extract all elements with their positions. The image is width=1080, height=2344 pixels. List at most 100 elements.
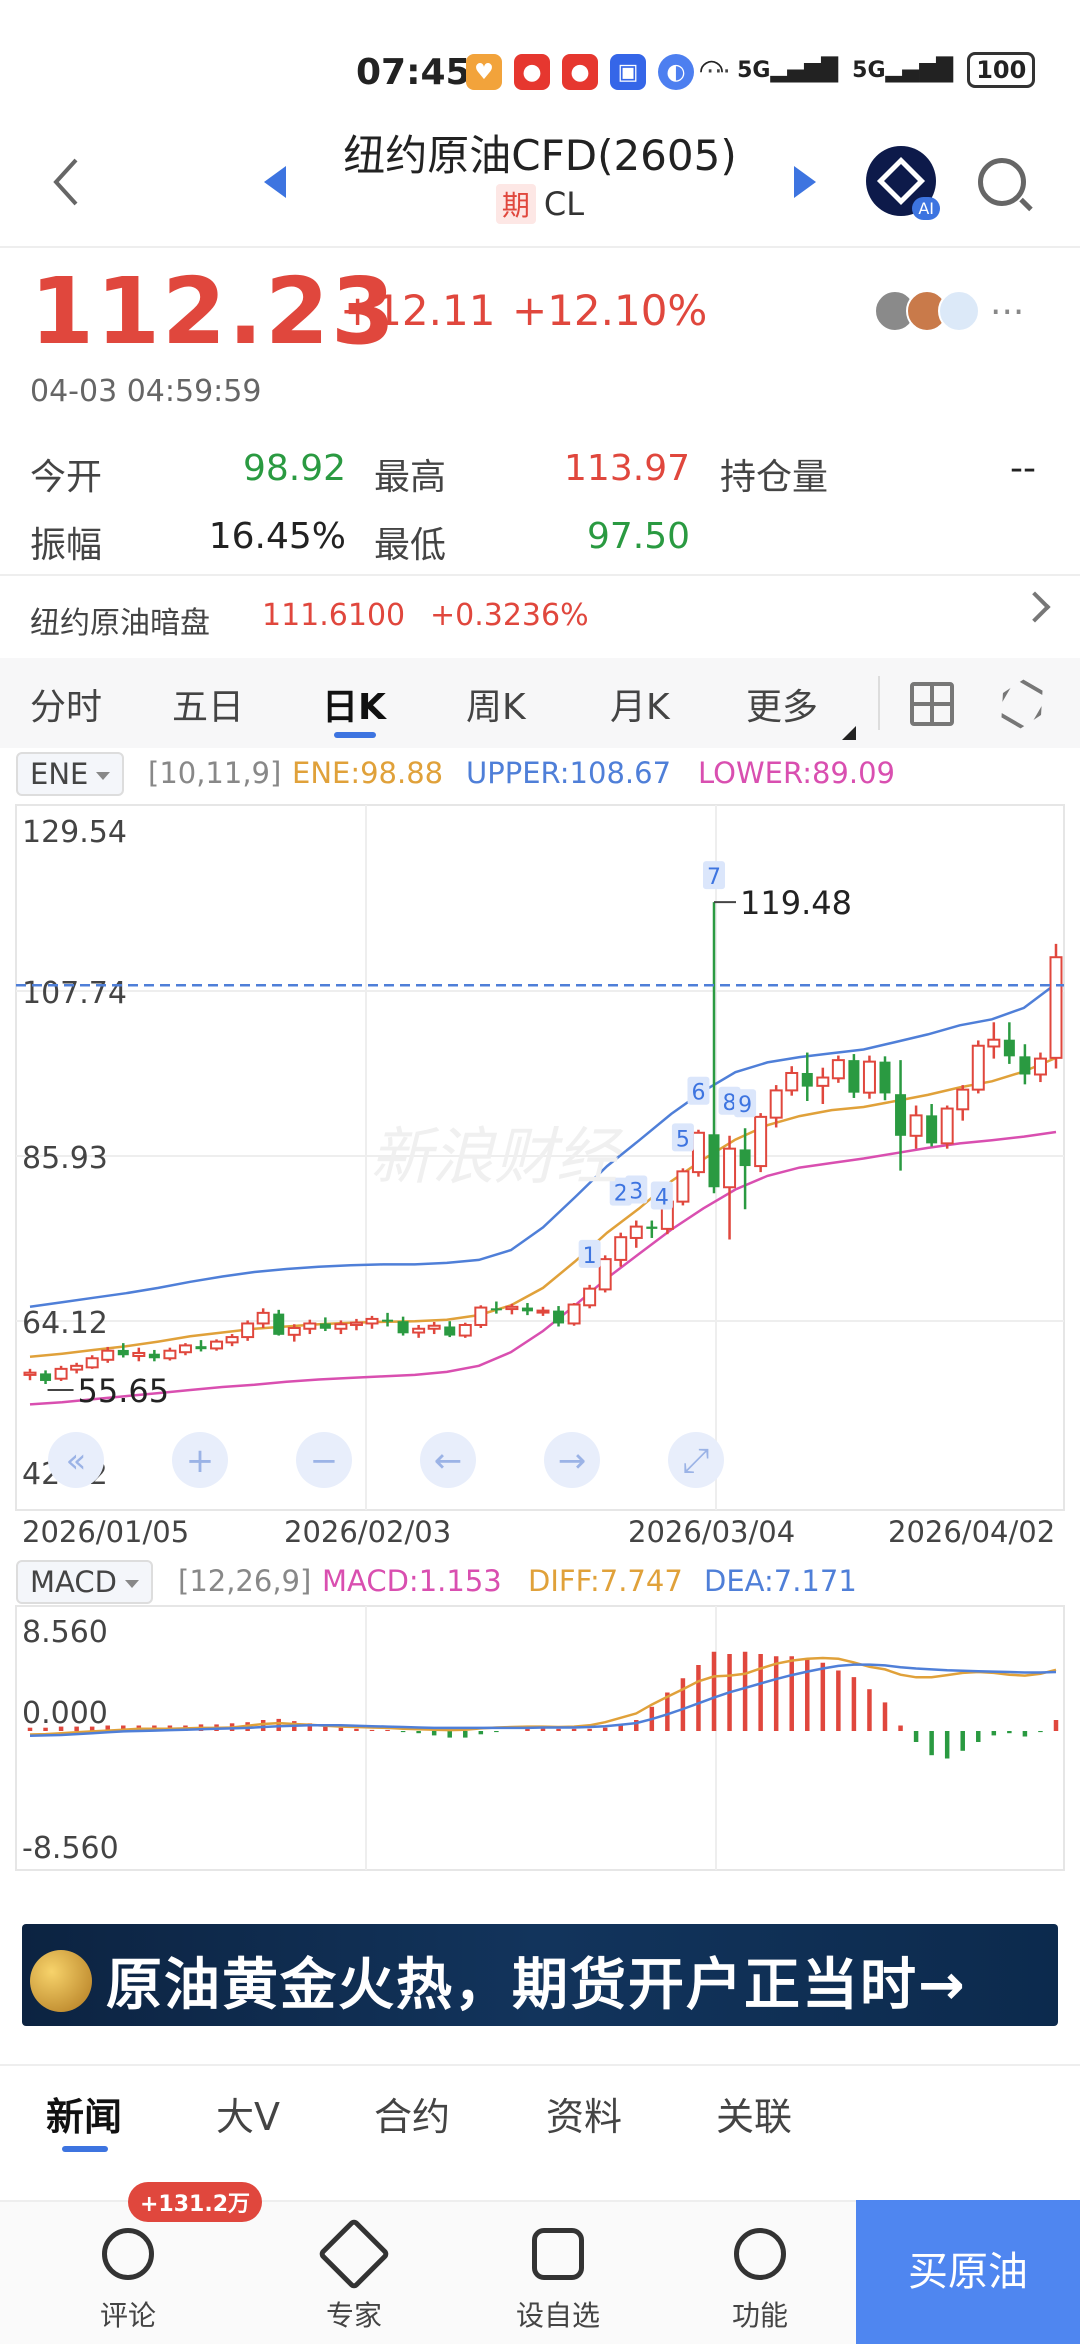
- next-contract-icon[interactable]: [794, 166, 816, 198]
- candle-body: [303, 1322, 317, 1330]
- more-notifications-icon: ···: [706, 57, 731, 87]
- candle-body: [397, 1321, 409, 1334]
- macd-tick-label: -8.560: [22, 1831, 119, 1866]
- macd-tick-label: 0.000: [22, 1696, 108, 1731]
- candle-body: [23, 1371, 37, 1376]
- signal-5g-1: 5G▂▄▆█: [737, 57, 839, 83]
- candle-body: [676, 1170, 690, 1203]
- high-value: 113.97: [564, 448, 690, 489]
- candle-body: [505, 1305, 519, 1311]
- buy-button[interactable]: 买原油: [856, 2200, 1080, 2344]
- follower-avatars[interactable]: [874, 290, 980, 332]
- add-watchlist-icon: [532, 2228, 584, 2280]
- candle-body: [458, 1323, 472, 1337]
- candle-body: [614, 1236, 628, 1261]
- tab-five-day[interactable]: 五日: [172, 687, 245, 728]
- layout-grid-icon[interactable]: [910, 682, 954, 726]
- avatar: [938, 290, 980, 332]
- zoom-in-icon[interactable]: [172, 1432, 228, 1488]
- diamond-icon: [317, 2217, 391, 2291]
- status-right: ◠ 5G▂▄▆█ 5G▂▄▆█ 100: [700, 52, 1036, 88]
- candle-body: [412, 1327, 426, 1334]
- min-price-label: 55.65: [78, 1372, 170, 1410]
- tab-big-v[interactable]: 大V: [216, 2095, 280, 2139]
- tab-contract[interactable]: 合约: [374, 2095, 451, 2139]
- more-icon[interactable]: ···: [990, 292, 1025, 333]
- tab-weekly-k[interactable]: 周K: [466, 687, 526, 728]
- nav-comment[interactable]: 评论: [58, 2202, 198, 2344]
- ene-upper: UPPER:108.67: [466, 756, 672, 790]
- oi-value: --: [1010, 448, 1036, 489]
- candle-body: [117, 1349, 129, 1356]
- candle-body: [629, 1225, 643, 1239]
- candle-body: [1003, 1039, 1015, 1057]
- tab-monthly-k[interactable]: 月K: [610, 687, 670, 728]
- candle-body: [940, 1107, 954, 1145]
- ene-upper-line: [29, 982, 1057, 1309]
- macd-dea-line: [29, 1663, 1057, 1738]
- tab-more[interactable]: 更多: [746, 687, 819, 728]
- ene-lower: LOWER:89.09: [698, 756, 895, 790]
- nav-expert[interactable]: 专家: [284, 2202, 424, 2344]
- period-tabs: 分时 五日 日K 周K 月K 更多: [0, 658, 1080, 748]
- candle-body: [1019, 1056, 1031, 1075]
- double-chevron-left-icon[interactable]: [48, 1432, 104, 1488]
- tab-daily-k[interactable]: 日K: [322, 687, 386, 728]
- candle-body: [583, 1287, 597, 1307]
- candle-body: [163, 1349, 177, 1360]
- zoom-out-icon-glyph: −: [310, 1441, 339, 1481]
- event-marker: 7: [707, 865, 721, 890]
- search-icon[interactable]: [978, 158, 1026, 206]
- dark-pool-row[interactable]: 纽约原油暗盘 111.6100 +0.3236%: [0, 578, 1080, 658]
- tab-related[interactable]: 关联: [716, 2095, 793, 2139]
- candle-body: [862, 1060, 876, 1094]
- candle-body: [349, 1321, 363, 1326]
- x-tick-label: 2026/01/05: [22, 1515, 189, 1549]
- fullscreen-icon[interactable]: [668, 1432, 724, 1488]
- candle-body: [256, 1311, 270, 1325]
- candle-body: [691, 1131, 705, 1174]
- y-tick-label: 129.54: [22, 815, 127, 850]
- candle-body: [926, 1115, 938, 1144]
- caret-down-icon: [96, 772, 111, 780]
- tab-intraday[interactable]: 分时: [30, 687, 103, 728]
- macd-params: [12,26,9]: [178, 1564, 312, 1598]
- tab-news[interactable]: 新闻: [46, 2095, 123, 2139]
- prev-contract-icon[interactable]: [264, 166, 286, 198]
- fullscreen-icon-glyph: ⤢: [682, 1441, 709, 1481]
- comment-icon: [102, 2228, 154, 2280]
- page-title: 纽约原油CFD(2605): [343, 131, 737, 180]
- quote-datetime: 04-03 04:59:59: [30, 374, 262, 409]
- candle-body: [195, 1346, 207, 1350]
- kline-chart[interactable]: 129.54107.7485.9364.1242.32119.4855.6512…: [0, 0, 1080, 1900]
- nav-watchlist[interactable]: 设自选: [488, 2202, 628, 2344]
- high-label: 最高: [374, 457, 447, 498]
- tab-info[interactable]: 资料: [546, 2095, 623, 2139]
- dark-pool-label: 纽约原油暗盘: [30, 606, 210, 641]
- candle-body: [444, 1326, 456, 1336]
- contract-symbol: CL: [543, 185, 585, 223]
- double-chevron-left-icon-glyph: «: [66, 1441, 87, 1481]
- candle-body: [801, 1072, 813, 1087]
- nav-functions[interactable]: 功能: [690, 2202, 830, 2344]
- macd-frame: [15, 1605, 1065, 1871]
- arrow-right-icon[interactable]: [544, 1432, 600, 1488]
- candle-body: [848, 1060, 860, 1093]
- active-tab-indicator: [334, 732, 376, 738]
- candle-body: [909, 1114, 923, 1137]
- futures-badge: 期: [495, 184, 536, 224]
- macd-indicator-row: MACD [12,26,9] MACD:1.153 DIFF:7.747 DEA…: [16, 1560, 1076, 1604]
- arrow-left-icon[interactable]: [420, 1432, 476, 1488]
- ene-lower-line: [29, 1130, 1057, 1406]
- zoom-out-icon[interactable]: [296, 1432, 352, 1488]
- promo-banner[interactable]: 原油黄金火热，期货开户正当时→: [22, 1924, 1058, 2026]
- ai-tag: AI: [912, 197, 940, 220]
- candle-body: [739, 1149, 751, 1167]
- weibo-icon: ●: [514, 54, 550, 90]
- x-tick-label: 2026/03/04: [628, 1515, 795, 1549]
- ene-selector[interactable]: ENE: [16, 752, 125, 796]
- ene-indicator-row: ENE [10,11,9] ENE:98.88 UPPER:108.67 LOW…: [16, 752, 1076, 796]
- macd-selector[interactable]: MACD: [16, 1560, 153, 1604]
- y-tick-label: 107.74: [22, 976, 127, 1011]
- ai-assistant-icon[interactable]: AI: [866, 146, 940, 220]
